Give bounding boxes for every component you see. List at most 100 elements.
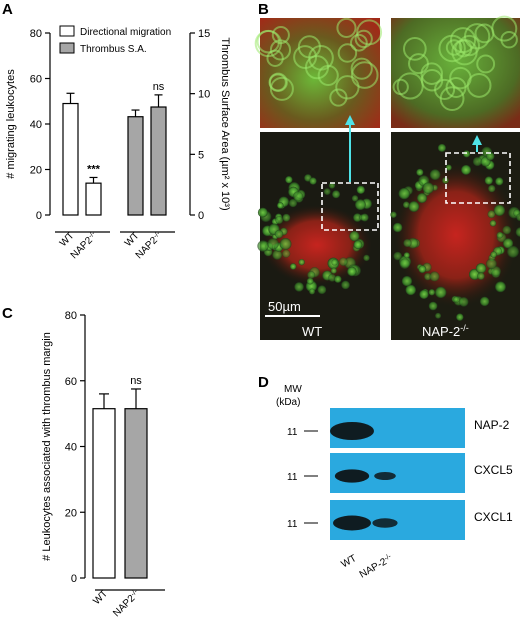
fluorescent-cell [275, 215, 284, 225]
fluorescent-cell [472, 156, 483, 167]
chart-c-tick-label: 0 [71, 573, 77, 585]
chart-c-tick-label: 20 [65, 507, 77, 519]
fluorescent-cell [416, 193, 428, 204]
fluorescent-cell [393, 251, 403, 261]
zoomed-cell [269, 76, 294, 101]
fluorescent-cell [456, 313, 464, 321]
fluorescent-cell [416, 168, 424, 176]
fluorescent-cell [334, 275, 342, 283]
fluorescent-cell [445, 164, 452, 171]
fluorescent-cell [495, 281, 506, 293]
zoomed-cell [439, 86, 465, 112]
chart-c: 0 20 40 60 80 WT ns NAP2-/- # Leukocytes assoc… [41, 310, 165, 619]
mw-unit: (kDa) [276, 397, 300, 408]
chart-a-category-label: NAP2-/- [133, 230, 165, 262]
chart-c-bar-wt [92, 408, 116, 579]
panel-label-a: A [2, 1, 13, 18]
fluorescent-cell [309, 288, 316, 295]
fluorescent-cell [402, 201, 410, 209]
fluorescent-cell [515, 227, 520, 237]
zoomed-cell [458, 34, 481, 57]
fluorescent-cell [428, 289, 436, 296]
fluorescent-cell [475, 263, 487, 274]
fluorescent-cell [424, 272, 432, 281]
mw-header: MW [284, 384, 302, 395]
fluorescent-cell [307, 270, 316, 279]
panel-label-b: B [258, 1, 269, 18]
fluorescent-cell [399, 258, 411, 269]
chart-a-left-tick-label: 60 [30, 74, 42, 86]
fluorescent-cell [502, 225, 512, 235]
mw-marker-label: 11 [287, 472, 298, 483]
fluorescent-cell [496, 231, 504, 239]
zoomed-cell [336, 17, 357, 38]
fluorescent-cell [338, 257, 348, 267]
fluorescent-cell [403, 238, 412, 248]
fluorescent-cell [398, 187, 410, 200]
zoomed-cell [392, 78, 409, 96]
blot-band-wt [333, 515, 371, 531]
zoomed-cell [317, 64, 339, 86]
chart-c-tick-label: 60 [65, 376, 77, 388]
fluorescent-cell [428, 301, 438, 311]
chart-a-bar-thrombus-s-a-nap2 [150, 106, 167, 216]
chart-a-y2-label: Thrombus Surface Area (µm² x 10³) [219, 37, 231, 210]
chart-a-left-tick-label: 20 [30, 165, 42, 177]
fluorescent-cell [458, 297, 469, 307]
zoomed-cell [350, 61, 379, 89]
legend-swatch-directional [59, 25, 75, 37]
fluorescent-cell [353, 240, 363, 250]
zoomed-cell [268, 72, 288, 92]
micrograph-panel: 50µm WT NAP-2-/- [254, 15, 520, 340]
legend-label-thrombus: Thrombus S.A. [80, 44, 147, 55]
fluorescent-cell [293, 191, 304, 202]
fluorescent-cell [347, 266, 357, 277]
fluorescent-cell [461, 164, 472, 175]
fluorescent-cell [309, 177, 317, 185]
fluorescent-cell [353, 213, 362, 222]
mw-marker-label: 11 [287, 519, 298, 530]
fluorescent-cell [422, 182, 434, 194]
fluorescent-cell [486, 258, 497, 270]
fluorescent-cell [408, 201, 420, 212]
zoomed-cell [293, 45, 318, 70]
chart-a-annotation: *** [87, 163, 101, 175]
panel-label-c: C [2, 305, 13, 322]
zoomed-cell [500, 30, 518, 49]
fluorescent-cell [298, 258, 305, 266]
legend-swatch-thrombus [59, 42, 75, 54]
zoom-box-nap2 [445, 152, 511, 204]
chart-a-category-label: WT [123, 230, 142, 249]
fluorescent-cell [274, 229, 284, 239]
blot-band-ko [374, 472, 396, 480]
zoomed-cell [308, 45, 334, 71]
fluorescent-cell [351, 195, 359, 202]
fluorescent-cell [323, 188, 331, 196]
scale-bar-label: 50µm [268, 299, 301, 314]
protein-label-cxcl1: CXCL1 [474, 510, 513, 524]
chart-a-category-label: WT [58, 230, 77, 249]
zoomed-cell [396, 72, 424, 100]
fluorescent-cell [418, 265, 427, 274]
chart-a-bar-thrombus-s-a-wt [127, 116, 144, 216]
micrograph-label-wt: WT [302, 324, 322, 339]
zoomed-cell [354, 29, 373, 49]
chart-c-tick-label: 40 [65, 442, 77, 454]
fluorescent-cell [479, 296, 490, 307]
fluorescent-cell [289, 263, 297, 270]
fluorescent-cell [330, 267, 337, 274]
fluorescent-cell [282, 213, 291, 222]
chart-a-category-label: NAP2-/- [68, 230, 100, 262]
fluorescent-cell [429, 169, 441, 181]
zoomed-cell [445, 39, 463, 56]
fluorescent-cell [453, 296, 460, 303]
fluorescent-cell [294, 282, 304, 292]
chart-c-y-label: # Leukocytes associated with thrombus ma… [41, 332, 53, 561]
fluorescent-cell [487, 210, 496, 219]
fluorescent-cell [502, 238, 514, 249]
chart-c-category-label: NAP2-/- [111, 588, 143, 620]
fluorescent-cell [390, 211, 397, 218]
chart-c-annotation: ns [130, 375, 142, 387]
